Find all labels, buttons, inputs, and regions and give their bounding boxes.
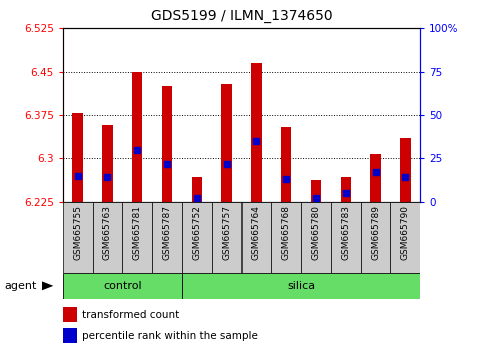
Bar	[182, 202, 212, 273]
Text: GSM665781: GSM665781	[133, 205, 142, 260]
Bar	[63, 307, 77, 322]
Text: silica: silica	[287, 281, 315, 291]
Text: GSM665755: GSM665755	[73, 205, 82, 260]
Text: GSM665764: GSM665764	[252, 205, 261, 260]
Bar	[102, 125, 113, 202]
Text: GSM665787: GSM665787	[163, 205, 171, 260]
Text: percentile rank within the sample: percentile rank within the sample	[83, 331, 258, 341]
Bar	[212, 202, 242, 273]
Bar	[390, 202, 420, 273]
Bar	[63, 273, 182, 299]
Text: GSM665789: GSM665789	[371, 205, 380, 260]
Bar	[63, 202, 93, 273]
Bar	[152, 202, 182, 273]
Bar	[311, 181, 321, 202]
Bar	[331, 202, 361, 273]
Text: transformed count: transformed count	[83, 309, 180, 320]
Bar	[361, 202, 390, 273]
Bar	[281, 127, 291, 202]
Bar	[93, 202, 122, 273]
Bar	[192, 177, 202, 202]
Bar	[301, 202, 331, 273]
Text: GSM665790: GSM665790	[401, 205, 410, 260]
Bar	[72, 113, 83, 202]
Bar	[221, 84, 232, 202]
Text: GSM665752: GSM665752	[192, 205, 201, 260]
Text: control: control	[103, 281, 142, 291]
Text: GDS5199 / ILMN_1374650: GDS5199 / ILMN_1374650	[151, 9, 332, 23]
Bar	[132, 72, 142, 202]
Bar	[341, 177, 351, 202]
Bar	[251, 63, 262, 202]
Bar	[400, 138, 411, 202]
Text: GSM665783: GSM665783	[341, 205, 350, 260]
Bar	[122, 202, 152, 273]
Bar	[182, 273, 420, 299]
Bar	[370, 154, 381, 202]
Bar	[242, 202, 271, 273]
Text: GSM665757: GSM665757	[222, 205, 231, 260]
Text: GSM665780: GSM665780	[312, 205, 320, 260]
Text: agent: agent	[5, 281, 37, 291]
Bar	[162, 86, 172, 202]
Bar	[63, 328, 77, 343]
Bar	[271, 202, 301, 273]
Text: GSM665763: GSM665763	[103, 205, 112, 260]
Text: GSM665768: GSM665768	[282, 205, 291, 260]
